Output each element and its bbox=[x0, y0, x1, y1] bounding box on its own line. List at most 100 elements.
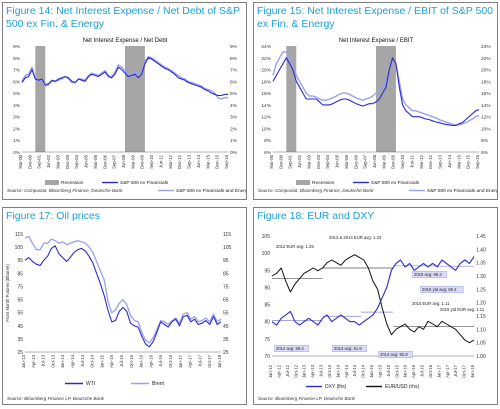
fig15-y-tick-left: 18% bbox=[261, 79, 271, 85]
fig18-y-tick-right: 1.15 bbox=[476, 314, 486, 320]
fig17-y-tick-right: 55 bbox=[223, 311, 229, 317]
fig18-x-tick-label: Apr-16 bbox=[411, 364, 416, 378]
figure-14-chart: Net Interest Expense / Net Debt 0% 0% 1% 1% 2… bbox=[13, 38, 246, 194]
fig18-y-tick-left: 75 bbox=[264, 337, 270, 343]
fig17-x-tick-label: Jan-14 bbox=[60, 354, 65, 368]
fig14-legend-recession-label: Recession bbox=[61, 180, 84, 186]
fig14-recession-band bbox=[35, 46, 46, 152]
fig14-legend-recession-swatch bbox=[45, 180, 59, 185]
fig18-x-tick-label: Oct-17 bbox=[462, 364, 467, 378]
fig15-x-tick-label: Jun-11 bbox=[409, 154, 414, 167]
fig15-x-tick-label: Jun-05 bbox=[335, 154, 340, 168]
fig15-x-tick-label: Sep-10 bbox=[400, 154, 405, 168]
fig17-y-tick-left: 85 bbox=[17, 271, 23, 277]
fig17-legend-wti-label: WTI bbox=[86, 381, 95, 387]
fig18-x-tick-label: Jan-18 bbox=[470, 364, 475, 378]
fig18-legend-eurusd-label: EUR/USD (rhs) bbox=[385, 384, 420, 390]
fig14-y-tick-right: 9% bbox=[230, 44, 238, 50]
fig18-annotation-label: 2015 EUR avg: 1.11 bbox=[412, 301, 450, 306]
fig17-y-tick-left: 95 bbox=[17, 258, 23, 264]
fig15-x-tick-label: Mar-12 bbox=[419, 154, 424, 168]
fig18-x-tick-label: Jul-16 bbox=[420, 364, 425, 376]
fig18-annotation-label: 2012 EUR avg: 1.29 bbox=[276, 244, 314, 249]
fig15-series-ex-fin bbox=[272, 57, 480, 127]
fig14-y-tick-right: 6% bbox=[230, 79, 238, 85]
fig14-y-tick-left: 0% bbox=[13, 150, 21, 156]
fig17-y-tick-right: 25 bbox=[223, 350, 229, 356]
fig17-y-tick-right: 95 bbox=[223, 258, 229, 264]
fig18-annotation-label: 2015 avg: 96.3 bbox=[414, 272, 442, 277]
fig17-y-tick-right: 115 bbox=[223, 232, 231, 238]
figure-17-title: Figure 17: Oil prices bbox=[6, 210, 100, 222]
fig18-y-tick-left: 70 bbox=[264, 354, 270, 360]
fig17-x-tick-label: Jul-14 bbox=[80, 354, 85, 366]
figure-17-source: Source: Bloomberg Finance LP, Deutsche B… bbox=[7, 396, 104, 401]
fig18-x-tick-label: Oct-16 bbox=[428, 364, 433, 378]
fig14-y-tick-left: 5% bbox=[13, 91, 21, 97]
fig14-legend-ex-fin-energy-label: S&P 500 ex Financials and Energy bbox=[176, 188, 246, 194]
fig17-x-tick-label: Apr-14 bbox=[70, 354, 75, 368]
fig14-x-tick-label: Jun-14 bbox=[196, 154, 201, 168]
fig17-y-tick-right: 105 bbox=[223, 245, 232, 251]
fig14-x-tick-label: Mar-00 bbox=[18, 154, 23, 168]
figure-15-chart: Net Interest Expense / EBIT 6% 6% 8% 8% 10% 10… bbox=[261, 38, 497, 194]
fig14-x-tick-label: Sep-16 bbox=[224, 154, 229, 168]
figure-14-panel: Figure 14: Net Interest Expense / Net De… bbox=[2, 2, 247, 200]
fig17-y-tick-left: 65 bbox=[17, 298, 23, 304]
fig17-y-tick-left: 105 bbox=[15, 245, 24, 251]
fig18-annotation-label: 2013 & 2014 EUR avg: 1.33 bbox=[329, 235, 382, 240]
fig15-y-tick-left: 12% bbox=[261, 115, 271, 121]
fig15-x-tick-label: Dec-09 bbox=[391, 154, 396, 168]
fig17-x-tick-label: Jul-16 bbox=[158, 354, 163, 366]
fig15-series-ex-fin-energy bbox=[272, 51, 480, 126]
fig18-annotation-box bbox=[378, 350, 413, 358]
fig18-y-tick-left: 85 bbox=[264, 303, 270, 309]
fig17-x-tick-label: Jan-16 bbox=[139, 354, 144, 368]
fig14-y-tick-left: 8% bbox=[13, 56, 21, 62]
fig17-y-tick-left: 25 bbox=[17, 350, 23, 356]
fig17-x-tick-label: Jul-15 bbox=[119, 354, 124, 366]
fig14-y-tick-left: 2% bbox=[13, 126, 21, 132]
fig14-x-tick-label: Dec-03 bbox=[65, 154, 70, 168]
fig18-annotation-box bbox=[420, 286, 464, 293]
fig18-y-tick-right: 1.40 bbox=[476, 247, 486, 253]
fig14-x-tick-label: Jun-08 bbox=[121, 154, 126, 168]
fig14-recession-band bbox=[125, 46, 145, 152]
fig18-y-tick-right: 1.30 bbox=[476, 274, 486, 280]
fig17-x-tick-label: Jan-17 bbox=[178, 354, 183, 368]
fig17-y-tick-right: 65 bbox=[223, 298, 229, 304]
fig15-x-tick-label: Sep-16 bbox=[475, 154, 480, 168]
figure-15-title: Figure 15: Net Interest Expense / EBIT o… bbox=[257, 5, 493, 30]
fig18-x-tick-label: Jul-17 bbox=[453, 364, 458, 376]
fig14-x-tick-label: Sep-07 bbox=[112, 154, 117, 168]
fig17-x-tick-label: Oct-15 bbox=[129, 354, 134, 368]
fig18-x-tick-label: Jul-15 bbox=[386, 364, 391, 376]
fig17-y-tick-left: 55 bbox=[17, 311, 23, 317]
fig14-x-tick-label: Dec-00 bbox=[27, 154, 32, 168]
fig18-x-tick-label: Oct-12 bbox=[293, 364, 298, 378]
fig15-legend-ex-fin-energy-label: S&P 500 ex Financials and Energy bbox=[427, 188, 497, 194]
fig14-x-tick-label: Jun-02 bbox=[46, 154, 51, 168]
fig17-x-tick-label: Apr-17 bbox=[188, 354, 193, 368]
fig18-x-tick-label: Jul-13 bbox=[319, 364, 324, 376]
fig14-legend-ex-fin-label: S&P 500 ex Financials bbox=[120, 180, 169, 186]
fig14-x-tick-label: Mar-03 bbox=[55, 154, 60, 168]
fig15-recession-band bbox=[376, 46, 396, 152]
fig18-y-tick-right: 1.05 bbox=[476, 341, 486, 347]
fig17-series-wti bbox=[24, 245, 222, 348]
fig15-x-tick-label: Mar-03 bbox=[306, 154, 311, 168]
fig14-x-tick-label: Jun-05 bbox=[84, 154, 89, 168]
fig18-series-dxy bbox=[271, 256, 475, 326]
fig18-y-tick-left: 105 bbox=[262, 234, 271, 240]
fig18-x-tick-label: Apr-17 bbox=[445, 364, 450, 378]
fig17-y-tick-left: 115 bbox=[15, 232, 23, 238]
fig17-series-brent bbox=[24, 235, 222, 344]
fig15-y-tick-left: 8% bbox=[264, 138, 272, 144]
fig14-x-tick-label: Mar-15 bbox=[205, 154, 210, 168]
fig15-y-tick-right: 18% bbox=[481, 79, 491, 85]
fig18-y-tick-left: 100 bbox=[262, 251, 271, 257]
fig18-x-tick-label: Apr-12 bbox=[276, 364, 281, 378]
fig14-chart-title: Net Interest Expense / Net Debt bbox=[83, 38, 168, 44]
fig15-y-tick-right: 14% bbox=[481, 103, 491, 109]
fig18-annotation-box bbox=[332, 344, 367, 352]
